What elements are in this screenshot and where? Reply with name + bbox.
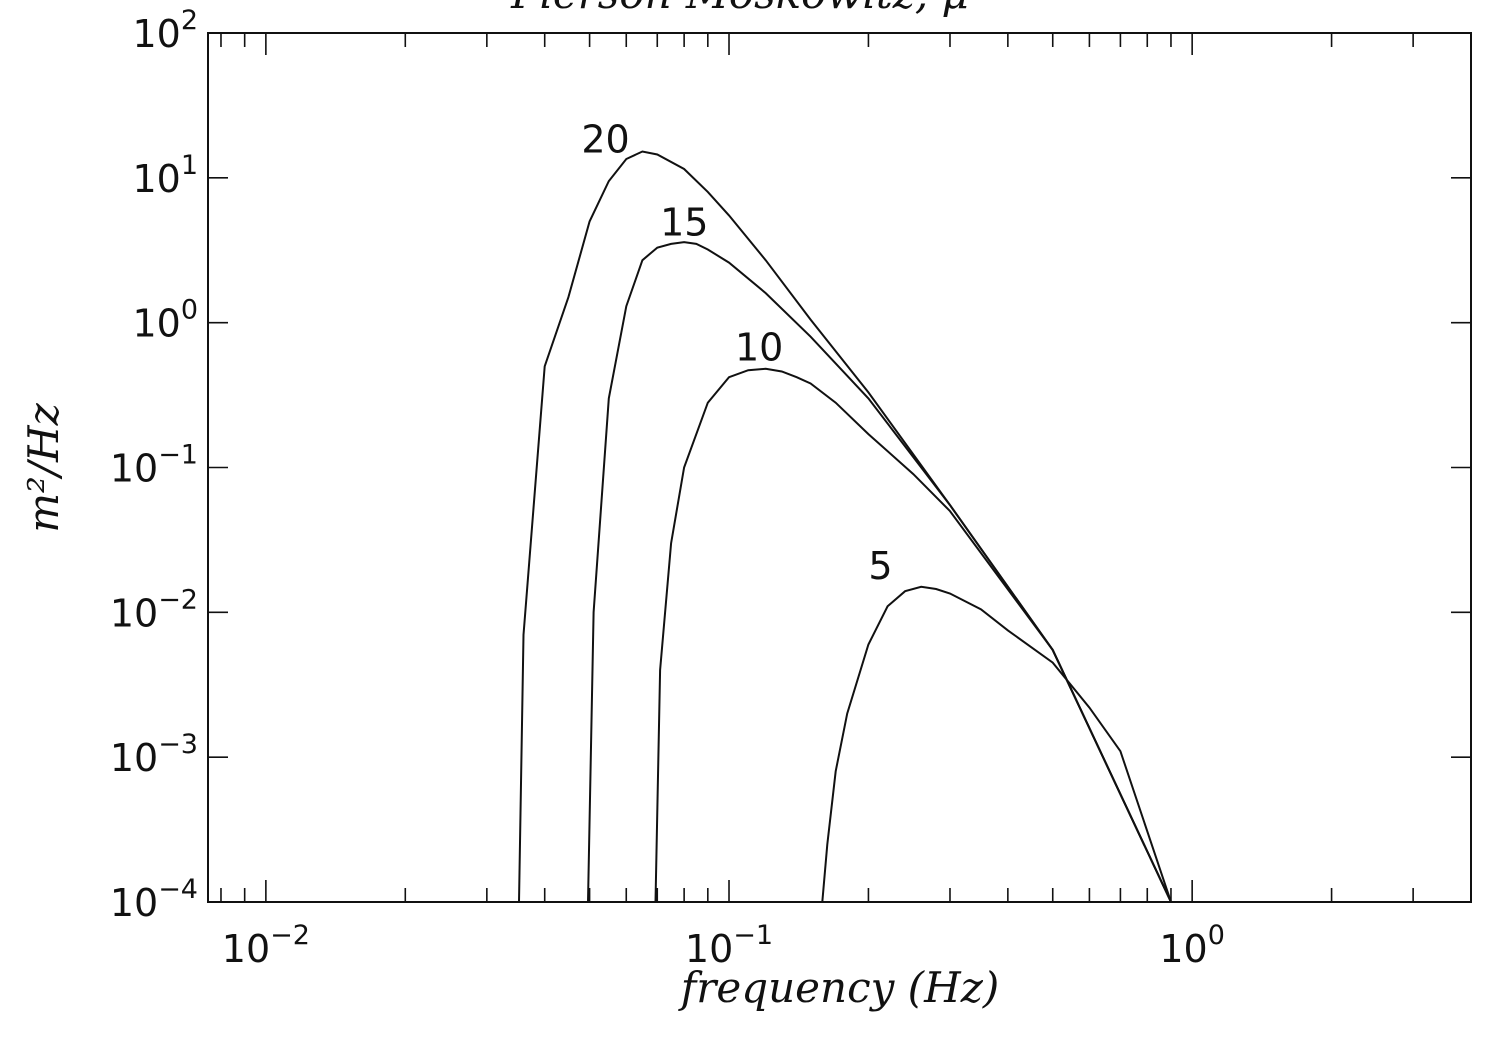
y-tick-label: 10−3 <box>110 729 198 780</box>
x-axis-label: frequency (Hz) <box>678 963 999 1012</box>
y-tick-label: 10−1 <box>110 440 198 491</box>
x-tick-labels: 10−2 10−1 100 <box>222 920 1225 971</box>
series-labels: 20 15 10 5 <box>581 117 892 588</box>
chart-title-fragment: Pierson-Moskowitz, μ <box>510 0 969 18</box>
series-line-15 <box>587 241 1172 903</box>
series-line-10 <box>654 367 1172 903</box>
x-tick-label: 100 <box>1159 920 1225 971</box>
y-tick-label: 10−4 <box>110 874 198 925</box>
x-tick-label: 10−2 <box>222 920 310 971</box>
series-line-5 <box>821 585 1172 903</box>
series-label-15: 15 <box>660 200 708 244</box>
series-line-20 <box>518 150 1172 903</box>
y-tick-labels: 102 101 100 10−1 10−2 10−3 10−4 <box>110 5 198 925</box>
series-label-5: 5 <box>868 544 892 588</box>
y-axis-label: m²/Hz <box>19 402 68 532</box>
y-tick-label: 101 <box>132 150 198 201</box>
y-tick-label: 100 <box>132 295 198 346</box>
x-tick-label: 10−1 <box>685 920 773 971</box>
series-label-10: 10 <box>735 325 783 369</box>
y-tick-label: 10−2 <box>110 584 198 635</box>
y-tick-label: 102 <box>132 5 198 56</box>
axis-ticks <box>208 32 1472 903</box>
series-curves <box>518 150 1172 903</box>
series-label-20: 20 <box>581 117 629 161</box>
plot-frame <box>207 32 1472 903</box>
